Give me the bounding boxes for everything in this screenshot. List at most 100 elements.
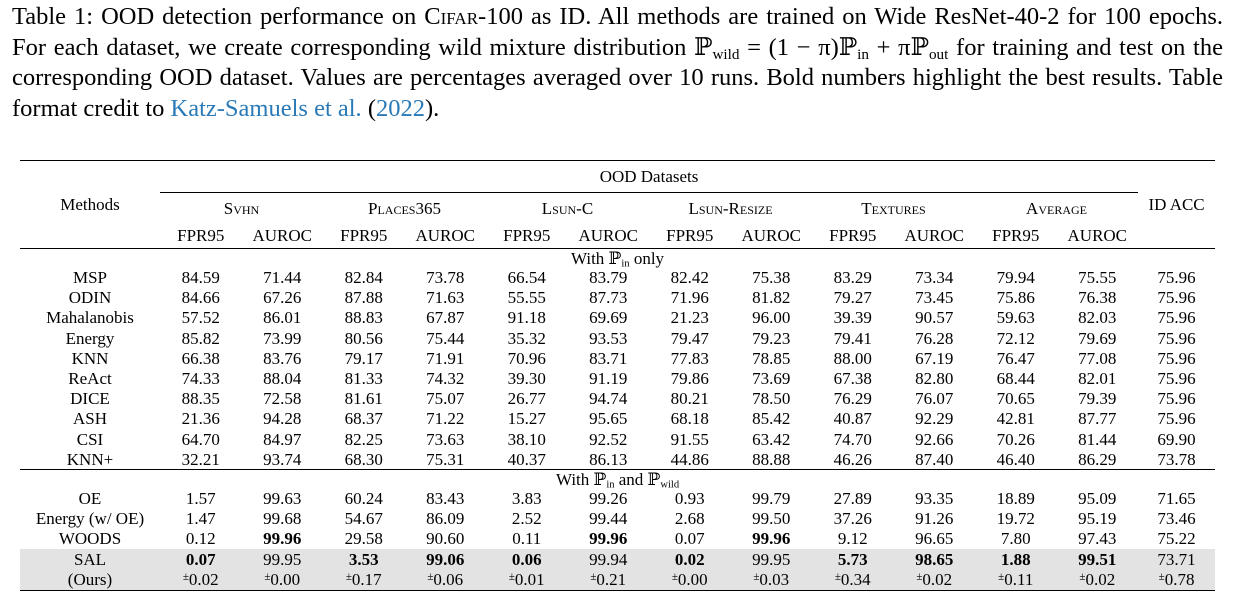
cell-value: 0.07 — [674, 529, 705, 549]
caption-math: = (1 − π)ℙ — [739, 33, 858, 61]
method-name: MSP — [72, 268, 108, 288]
cell-value: 76.47 — [996, 348, 1035, 368]
cell-value: 82.01 — [1078, 369, 1117, 389]
cell-value: 0.93 — [674, 488, 705, 508]
cell-value: 85.82 — [181, 328, 220, 348]
pm-sign: ± — [998, 570, 1005, 583]
caption-math: ℙ — [694, 33, 713, 61]
cell-value: 83.29 — [833, 268, 872, 288]
method-name: ASH — [72, 409, 107, 429]
cell-value: 0.07 — [160, 548, 242, 570]
cell-value: 54.67 — [344, 509, 383, 529]
cell-value: 82.84 — [344, 268, 383, 288]
cell-value: 29.58 — [344, 529, 383, 549]
cell-value: 2.52 — [511, 509, 542, 529]
cell-std: ±0.34 — [812, 569, 894, 591]
dataset-header: Svhn — [223, 198, 260, 218]
caption-math: + πℙ — [868, 33, 929, 61]
cell-value: 5.73 — [812, 548, 894, 570]
pm-sign: ± — [508, 570, 515, 583]
cell-value: 95.09 — [1078, 488, 1117, 508]
pm-sign: ± — [182, 570, 189, 583]
cell-value: 76.28 — [915, 328, 954, 348]
section-row: With ℙin and ℙwild — [20, 469, 1215, 490]
cell-value: 98.65 — [893, 548, 975, 570]
cell-value: 68.18 — [670, 409, 709, 429]
cell-std: ±0.21 — [567, 569, 649, 591]
cell-value: 99.96 — [589, 529, 628, 549]
metric-header: AUROC — [730, 223, 812, 249]
data-row: KNN+ 32.21 93.74 68.30 75.31 40.37 86.13 44.86 8… — [20, 449, 1216, 470]
cell-value: 83.43 — [426, 488, 465, 508]
cell-value: 99.96 — [263, 529, 302, 549]
results-table: Methods OOD Datasets ID ACC Svhn Places365 Ls… — [20, 160, 1216, 591]
cell-value: 68.37 — [344, 409, 383, 429]
section-label: With ℙin only — [20, 249, 1215, 269]
cell-value: 71.44 — [263, 268, 302, 288]
dataset-header: Lsun-Resize — [688, 198, 773, 218]
cell-value: 19.72 — [996, 509, 1035, 529]
data-row: Mahalanobis 57.52 86.01 88.83 67.87 91.18 69.6… — [20, 308, 1215, 328]
cell-std: ±0.01 — [486, 569, 568, 591]
cell-value: 81.44 — [1078, 429, 1117, 449]
data-row: CSI 64.70 84.97 82.25 73.63 38.10 92.52 91.55 63… — [20, 429, 1215, 449]
citation-year[interactable]: 2022 — [375, 94, 425, 122]
group-header: OOD Datasets — [160, 160, 1139, 193]
cell-value: 40.37 — [486, 449, 568, 470]
cell-value: 71.65 — [1157, 488, 1196, 508]
cell-value: 40.87 — [833, 409, 872, 429]
cell-value: 73.99 — [263, 328, 302, 348]
cell-value: 73.63 — [426, 429, 465, 449]
cell-value: 86.09 — [426, 509, 465, 529]
cell-value: 72.12 — [996, 328, 1035, 348]
cell-value: 99.95 — [730, 548, 812, 570]
cell-value: 80.21 — [670, 389, 709, 409]
caption-math: wild — [712, 45, 740, 63]
cell-value: 72.58 — [263, 389, 302, 409]
data-row: MSP 84.59 71.44 82.84 73.78 66.54 83.79 82.42 75… — [20, 268, 1215, 288]
cell-value: 77.08 — [1078, 348, 1117, 368]
pm-sign: ± — [834, 570, 841, 583]
cell-value: 91.19 — [589, 369, 628, 389]
pm-sign: ± — [590, 570, 597, 583]
cell-value: 71.63 — [426, 288, 465, 308]
cell-value: 73.45 — [915, 288, 954, 308]
cell-value: 82.80 — [915, 369, 954, 389]
cell-value: 84.97 — [263, 429, 302, 449]
cell-value: 88.35 — [181, 389, 220, 409]
method-name: SAL — [20, 548, 160, 570]
cell-value: 15.27 — [507, 409, 546, 429]
cell-std: ±0.03 — [730, 569, 812, 591]
cell-value: 35.32 — [507, 328, 546, 348]
cell-value: 75.96 — [1157, 288, 1196, 308]
cell-value: 74.70 — [833, 429, 872, 449]
cell-value: 76.29 — [833, 389, 872, 409]
citation-link[interactable]: Katz-Samuels et al. — [170, 94, 362, 122]
cell-value: 99.06 — [404, 548, 486, 570]
cell-value: 75.38 — [752, 268, 791, 288]
dataset-header: Average — [1026, 198, 1087, 218]
cell-value: 73.34 — [915, 268, 954, 288]
cell-value: 75.96 — [1157, 328, 1196, 348]
data-row: OE 1.57 99.63 60.24 83.43 3.83 99.26 0.93 99.79 2… — [20, 488, 1215, 508]
cell-value: 9.12 — [837, 529, 868, 549]
dataset-header: Textures — [861, 198, 926, 218]
cell-value: 87.77 — [1078, 409, 1117, 429]
cell-value: 71.91 — [426, 348, 465, 368]
data-row: ODIN 84.66 67.26 87.88 71.63 55.55 87.73 71.96 8… — [20, 288, 1215, 308]
caption-text: ). — [424, 94, 440, 122]
cell-value: 79.41 — [833, 328, 872, 348]
cell-value: 44.86 — [649, 449, 731, 470]
cell-value: 83.71 — [589, 348, 628, 368]
cell-std: ±0.02 — [160, 569, 242, 591]
id-acc-header: ID ACC — [1138, 160, 1216, 249]
cell-value: 79.39 — [1078, 389, 1117, 409]
cell-value: 2.68 — [674, 509, 705, 529]
cell-value: 74.33 — [181, 369, 220, 389]
cell-std: ±0.00 — [649, 569, 731, 591]
cell-value: 87.40 — [893, 449, 975, 470]
cell-value: 87.88 — [344, 288, 383, 308]
cell-value: 75.55 — [1078, 268, 1117, 288]
cell-value: 38.10 — [507, 429, 546, 449]
metric-header: FPR95 — [486, 223, 568, 249]
